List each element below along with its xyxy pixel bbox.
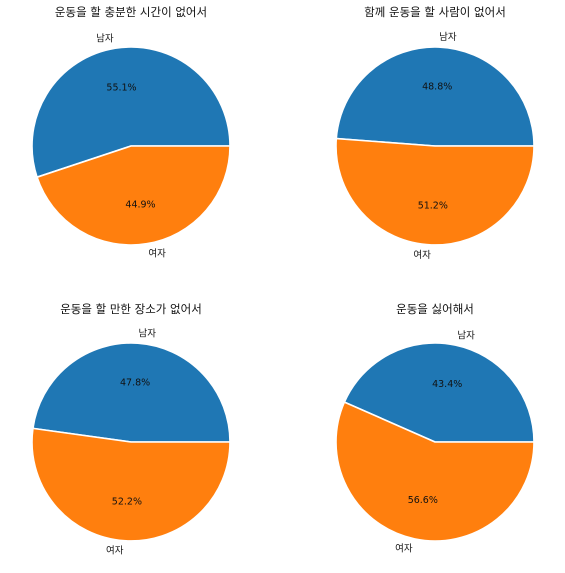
slice-percent-label: 56.6% (408, 495, 438, 506)
pie-chart-4: 남자 43.4% 여자 56.6% 운동을 싫어해서 (335, 302, 535, 555)
pie-slice-male (343, 342, 535, 443)
pie-slice-male (335, 46, 535, 147)
slice-percent-label: 55.1% (106, 82, 136, 93)
pie-slice-female (36, 145, 231, 246)
chart-title: 운동을 할 충분한 시간이 없어서 (55, 5, 207, 19)
pie-slice-female (31, 427, 231, 542)
slice-percent-label: 43.4% (432, 379, 462, 390)
pie-slice-female (335, 401, 535, 542)
chart-title: 운동을 할 만한 장소가 없어서 (60, 302, 202, 316)
slice-category-label: 여자 (413, 249, 431, 261)
slice-category-label: 남자 (139, 328, 157, 339)
slice-category-label: 여자 (395, 543, 413, 555)
pie-slice-male (31, 46, 231, 178)
slice-percent-label: 51.2% (418, 200, 448, 211)
chart-title: 함께 운동을 할 사람이 없어서 (364, 5, 506, 19)
slice-category-label: 여자 (106, 545, 124, 557)
chart-title: 운동을 싫어해서 (396, 302, 474, 316)
pie-chart-1: 남자 55.1% 여자 44.9% 운동을 할 충분한 시간이 없어서 (31, 5, 231, 260)
slice-category-label: 여자 (148, 248, 166, 260)
slice-percent-label: 44.9% (125, 200, 155, 211)
pie-slice-male (32, 342, 231, 443)
pie-chart-3: 남자 47.8% 여자 52.2% 운동을 할 만한 장소가 없어서 (31, 302, 231, 557)
slice-percent-label: 47.8% (120, 378, 150, 389)
pie-chart-2: 남자 48.8% 여자 51.2% 함께 운동을 할 사람이 없어서 (335, 5, 535, 261)
slice-category-label: 남자 (96, 34, 114, 45)
slice-category-label: 남자 (439, 32, 457, 43)
slice-percent-label: 52.2% (112, 496, 142, 507)
slice-category-label: 남자 (457, 330, 475, 341)
slice-percent-label: 48.8% (422, 82, 452, 93)
pie-slice-female (335, 137, 535, 246)
